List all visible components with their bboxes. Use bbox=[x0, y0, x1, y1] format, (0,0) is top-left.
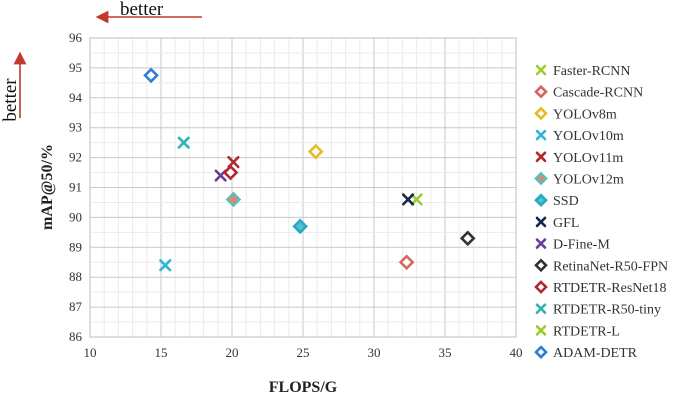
data-point-adam-detr bbox=[143, 67, 159, 84]
legend-label: D-Fine-M bbox=[553, 238, 610, 253]
x-tick-label: 40 bbox=[510, 345, 523, 360]
y-tick-label: 86 bbox=[69, 329, 83, 344]
x-tick-label: 10 bbox=[84, 345, 97, 360]
y-tick-label: 90 bbox=[69, 209, 82, 224]
gridlines bbox=[89, 37, 517, 338]
legend-marker bbox=[534, 84, 548, 99]
marker-stroke bbox=[535, 238, 547, 249]
data-point-rtdetr-r50-tiny bbox=[177, 136, 190, 149]
legend-label: YOLOv12m bbox=[553, 173, 624, 188]
legend-label: GFL bbox=[553, 216, 579, 231]
legend-label: Cascade-RCNN bbox=[553, 86, 643, 101]
legend-label: YOLOv8m bbox=[553, 107, 617, 122]
legend-marker bbox=[534, 258, 548, 273]
x-axis-title: FLOPS/G bbox=[269, 379, 338, 396]
x-tick-label: 30 bbox=[368, 345, 381, 360]
data-point-yolov10m bbox=[159, 259, 172, 272]
data-point-yolov8m bbox=[307, 143, 324, 160]
legend-marker bbox=[535, 64, 547, 76]
legend-marker bbox=[534, 193, 548, 208]
legend-marker bbox=[535, 129, 547, 141]
marker-stroke bbox=[535, 129, 547, 141]
legend-marker bbox=[535, 325, 547, 336]
y-tick-label: 89 bbox=[69, 239, 82, 254]
marker-stroke bbox=[535, 151, 547, 163]
legend-marker bbox=[534, 280, 548, 294]
plot-area-border bbox=[89, 37, 517, 338]
data-point-ssd bbox=[292, 218, 308, 235]
marker-stroke bbox=[535, 216, 547, 228]
legend-marker bbox=[535, 216, 547, 228]
legend-marker bbox=[535, 151, 547, 163]
x-tick-label: 15 bbox=[155, 345, 168, 360]
y-tick-label: 96 bbox=[69, 30, 83, 45]
y-tick-labels: 86 87 88 89 90 91 92 93 94 95 96 bbox=[69, 30, 83, 344]
y-tick-label: 87 bbox=[69, 299, 83, 314]
legend-label: RetinaNet-R50-FPN bbox=[553, 259, 668, 274]
x-tick-label: 25 bbox=[297, 345, 310, 360]
y-tick-label: 94 bbox=[69, 90, 83, 105]
legend-label: RTDETR-R50-tiny bbox=[553, 303, 661, 318]
marker-stroke bbox=[159, 259, 172, 272]
y-better-label: better bbox=[0, 78, 21, 122]
marker-stroke bbox=[535, 64, 547, 76]
y-axis-title: mAP@50/% bbox=[39, 144, 56, 230]
y-tick-label: 95 bbox=[69, 60, 82, 75]
legend-label: Faster-RCNN bbox=[553, 64, 631, 79]
y-tick-label: 92 bbox=[69, 150, 82, 165]
marker-stroke bbox=[535, 303, 547, 315]
legend-label: RTDETR-L bbox=[553, 324, 620, 339]
data-point-gfl bbox=[401, 193, 415, 206]
legend-marker bbox=[535, 303, 547, 315]
legend-marker bbox=[534, 171, 548, 186]
y-tick-label: 88 bbox=[69, 269, 82, 284]
x-tick-label: 35 bbox=[439, 345, 452, 360]
data-point-yolov12m bbox=[225, 191, 242, 208]
marker-stroke bbox=[177, 136, 190, 149]
legend-label: RTDETR-ResNet18 bbox=[553, 281, 666, 296]
data-point-rtdetr-resnet18 bbox=[222, 164, 239, 181]
x-tick-labels: 10 15 20 25 30 35 40 bbox=[84, 345, 523, 360]
legend: Faster-RCNN Cascade-RCNN YOLOv8m YOLOv10m YO… bbox=[534, 64, 668, 361]
data-point-faster-rcnn bbox=[410, 193, 423, 206]
marker-stroke bbox=[535, 325, 547, 336]
legend-label: SSD bbox=[553, 194, 579, 209]
legend-marker bbox=[534, 345, 548, 359]
x-better-label: better bbox=[120, 0, 164, 20]
legend-marker bbox=[534, 106, 548, 121]
data-point-retinanet-r50-fpn bbox=[459, 230, 476, 247]
y-tick-label: 93 bbox=[69, 120, 82, 135]
data-point-cascade-rcnn bbox=[398, 254, 415, 271]
legend-marker bbox=[535, 238, 547, 249]
marker-stroke bbox=[401, 193, 415, 206]
x-tick-label: 20 bbox=[226, 345, 239, 360]
legend-label: ADAM-DETR bbox=[553, 346, 638, 361]
legend-label: YOLOv11m bbox=[553, 151, 623, 166]
y-tick-label: 91 bbox=[69, 180, 82, 195]
legend-label: YOLOv10m bbox=[553, 129, 624, 144]
data-points bbox=[143, 67, 476, 272]
marker-stroke bbox=[410, 193, 423, 206]
